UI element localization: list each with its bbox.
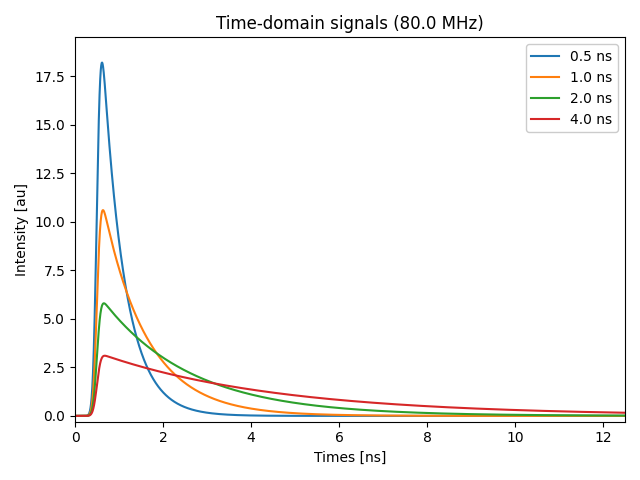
- 2.0 ns: [621, 413, 629, 419]
- Legend: 0.5 ns, 1.0 ns, 2.0 ns, 4.0 ns: 0.5 ns, 1.0 ns, 2.0 ns, 4.0 ns: [526, 44, 618, 132]
- X-axis label: Times [ns]: Times [ns]: [314, 451, 386, 465]
- 1.0 ns: [524, 413, 531, 419]
- 1.0 ns: [621, 413, 629, 419]
- 0.5 ns: [482, 413, 490, 419]
- Line: 0.5 ns: 0.5 ns: [75, 62, 625, 416]
- 0.5 ns: [621, 413, 629, 419]
- 1.0 ns: [71, 413, 79, 419]
- 4.0 ns: [171, 372, 179, 378]
- 0.5 ns: [524, 413, 531, 419]
- 1.0 ns: [282, 409, 289, 415]
- 2.0 ns: [401, 409, 409, 415]
- 0.5 ns: [171, 399, 179, 405]
- 4.0 ns: [621, 410, 629, 416]
- 4.0 ns: [429, 404, 436, 409]
- 0.5 ns: [71, 413, 79, 419]
- 0.5 ns: [401, 413, 409, 419]
- 2.0 ns: [71, 413, 79, 419]
- Title: Time-domain signals (80.0 MHz): Time-domain signals (80.0 MHz): [216, 15, 484, 33]
- Line: 4.0 ns: 4.0 ns: [75, 356, 625, 416]
- 1.0 ns: [401, 413, 409, 419]
- 4.0 ns: [401, 402, 409, 408]
- 4.0 ns: [282, 391, 289, 397]
- 0.5 ns: [98, 60, 106, 65]
- Y-axis label: Intensity [au]: Intensity [au]: [15, 183, 29, 276]
- 2.0 ns: [100, 300, 108, 306]
- 2.0 ns: [171, 362, 179, 368]
- Line: 2.0 ns: 2.0 ns: [75, 303, 625, 416]
- 1.0 ns: [429, 413, 436, 419]
- 1.0 ns: [482, 413, 490, 419]
- Line: 1.0 ns: 1.0 ns: [75, 210, 625, 416]
- 0.5 ns: [429, 413, 436, 419]
- 4.0 ns: [524, 408, 531, 413]
- 2.0 ns: [524, 412, 531, 418]
- 0.5 ns: [282, 413, 289, 419]
- 2.0 ns: [482, 411, 490, 417]
- 1.0 ns: [171, 372, 179, 378]
- 4.0 ns: [101, 353, 109, 359]
- 4.0 ns: [71, 413, 79, 419]
- 2.0 ns: [429, 410, 436, 416]
- 2.0 ns: [282, 398, 289, 404]
- 1.0 ns: [99, 207, 107, 213]
- 4.0 ns: [482, 406, 490, 412]
